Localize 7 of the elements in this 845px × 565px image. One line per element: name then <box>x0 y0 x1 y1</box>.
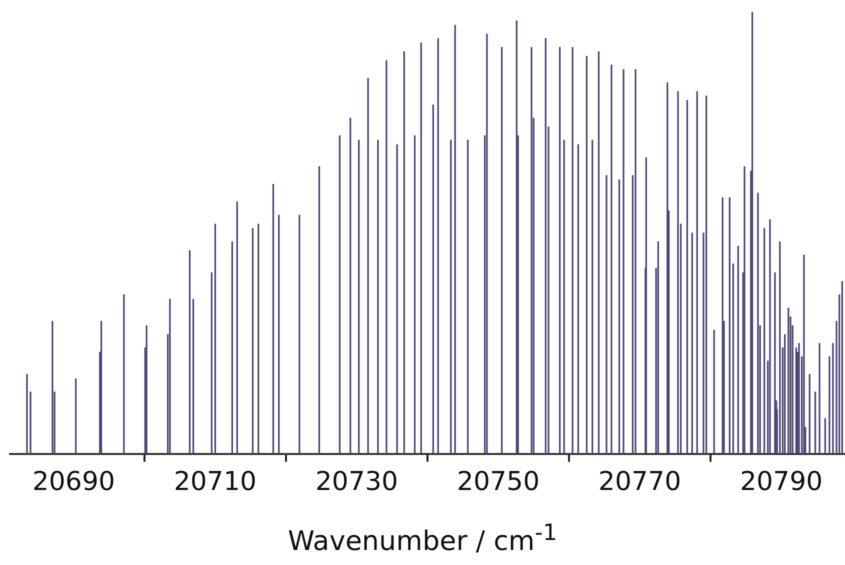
x-tick-label: 20770 <box>598 467 682 498</box>
x-axis-title: Wavenumber / cm$^{-1}$ <box>286 520 558 557</box>
x-tick-label: 20730 <box>315 467 398 498</box>
x-tick-label: 20690 <box>32 467 116 498</box>
x-tick-label: 20790 <box>740 467 823 498</box>
x-tick-label: 20710 <box>174 467 257 498</box>
x-tick-label: 20750 <box>456 467 540 498</box>
